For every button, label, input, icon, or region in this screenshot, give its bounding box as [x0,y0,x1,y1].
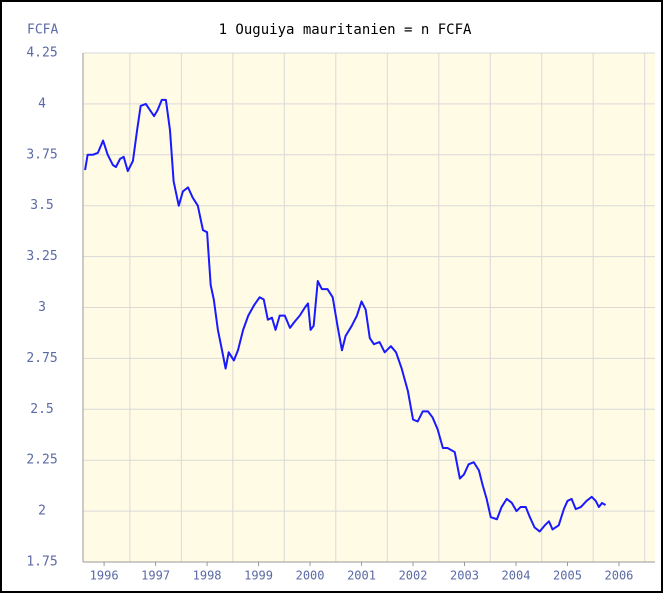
y-tick-label: 2.25 [26,453,57,468]
x-tick-label: 2002 [399,569,428,583]
y-tick-label: 4 [38,96,46,111]
y-tick-label: 3 [38,300,46,315]
y-tick-label: 3.75 [26,147,57,162]
y-tick-label: 3.25 [26,249,57,264]
x-tick-label: 2003 [450,569,479,583]
y-axis-label: FCFA [27,23,58,38]
x-tick-label: 2004 [502,569,531,583]
x-tick-label: 2000 [296,569,325,583]
y-tick-label: 2.5 [30,402,53,417]
x-tick-label: 2005 [553,569,582,583]
y-tick-label: 2 [38,504,46,519]
y-tick-label: 4.25 [26,46,57,61]
x-tick-label: 1996 [90,569,119,583]
x-tick-label: 1998 [193,569,222,583]
x-tick-label: 2006 [605,569,634,583]
y-tick-label: 2.75 [26,351,57,366]
data-line [84,98,607,533]
x-tick-label: 1999 [244,569,273,583]
x-tick-label: 2001 [347,569,376,583]
y-tick-label: 1.75 [26,555,57,570]
y-tick-label: 3.5 [30,198,53,213]
x-tick-label: 1997 [141,569,170,583]
chart-title: 1 Ouguiya mauritanien = n FCFA [219,22,472,38]
